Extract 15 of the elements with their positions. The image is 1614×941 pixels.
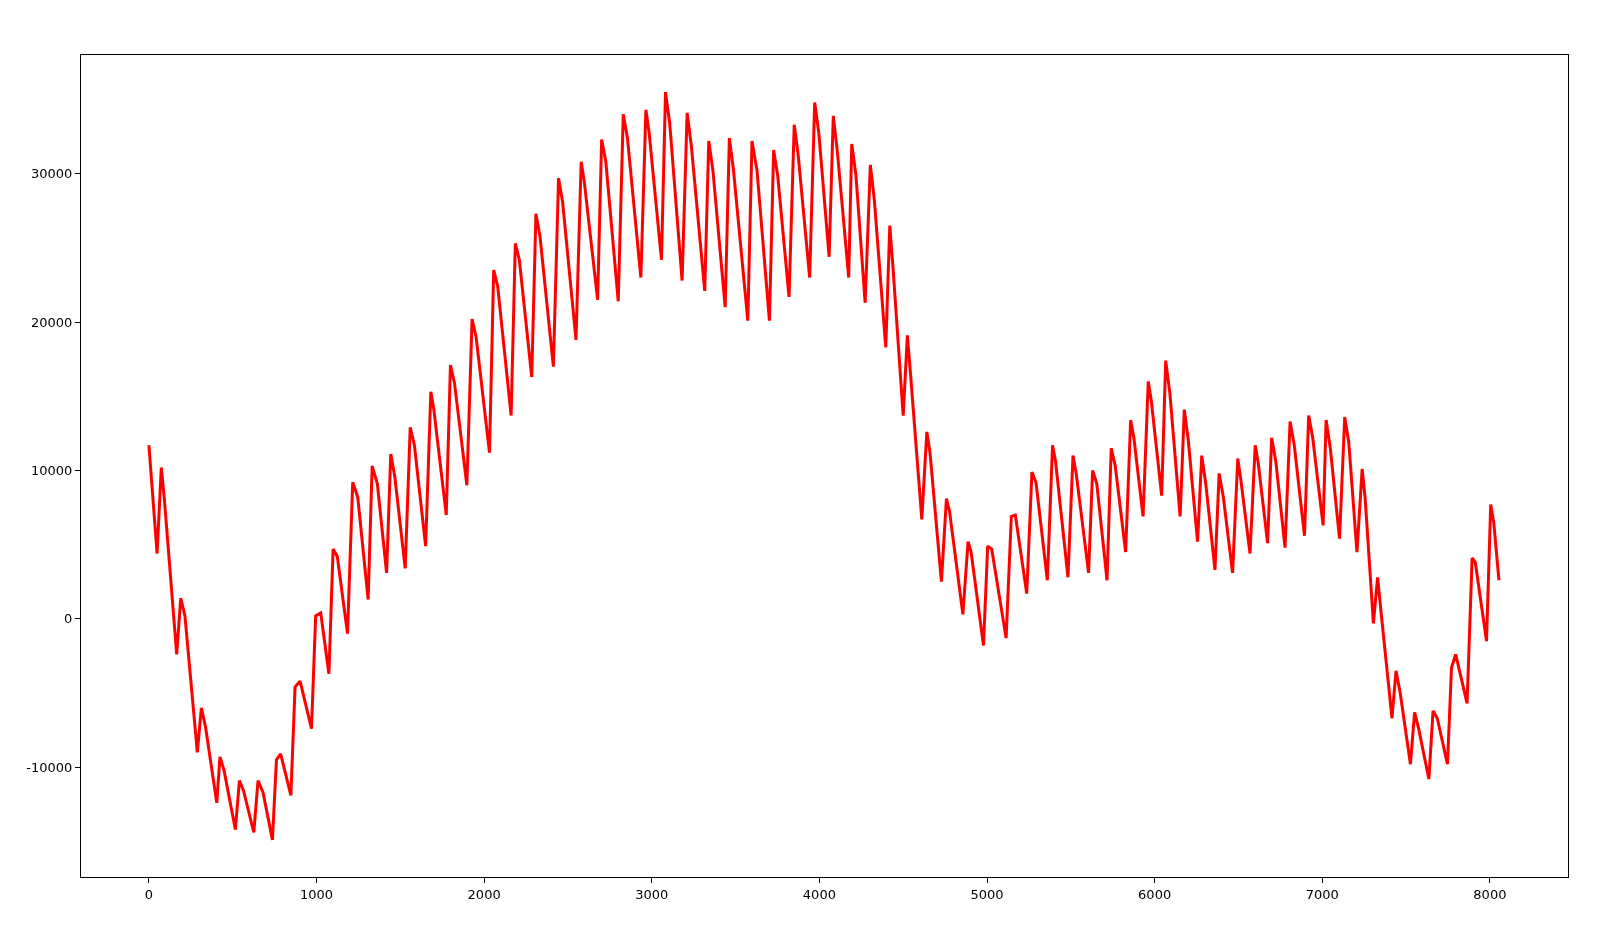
y-tick-label: 30000 [31, 166, 73, 182]
x-tick-label: 1000 [299, 886, 334, 902]
x-tick-label: 3000 [635, 886, 669, 902]
y-tick-label: 20000 [31, 314, 73, 330]
x-tick-label: 0 [144, 886, 154, 902]
x-tick-label: 4000 [802, 886, 836, 902]
x-tick-label: 2000 [467, 886, 501, 902]
x-tick-label: 8000 [1473, 886, 1507, 902]
x-tick-label: 6000 [1138, 886, 1172, 902]
y-tick-label: -10000 [26, 759, 73, 775]
x-tick-label: 7000 [1305, 886, 1339, 902]
line-series [147, 90, 1501, 842]
y-tick-label: 10000 [31, 463, 73, 478]
y-tick-label: 0 [64, 611, 73, 627]
x-tick-label: 5000 [970, 886, 1004, 902]
